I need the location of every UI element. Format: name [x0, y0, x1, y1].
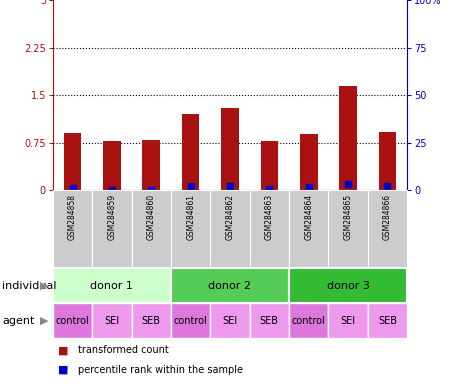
- Text: GSM284859: GSM284859: [107, 194, 116, 240]
- Bar: [131, 190, 171, 268]
- Text: GSM284861: GSM284861: [186, 194, 195, 240]
- Text: SEB: SEB: [141, 316, 161, 326]
- Text: GSM284863: GSM284863: [264, 194, 273, 240]
- Text: ▶: ▶: [40, 316, 48, 326]
- Bar: [288, 268, 406, 303]
- Point: [344, 181, 351, 187]
- Bar: [288, 303, 328, 338]
- Text: ■: ■: [57, 345, 68, 356]
- Bar: [378, 132, 395, 190]
- Text: ▶: ▶: [40, 281, 48, 291]
- Text: individual: individual: [2, 281, 56, 291]
- Point: [108, 187, 115, 193]
- Text: SEI: SEI: [340, 316, 355, 326]
- Text: GSM284858: GSM284858: [68, 194, 77, 240]
- Text: donor 1: donor 1: [90, 281, 133, 291]
- Text: GSM284865: GSM284865: [343, 194, 352, 240]
- Text: transformed count: transformed count: [78, 345, 168, 356]
- Bar: [92, 303, 131, 338]
- Text: control: control: [291, 316, 325, 326]
- Bar: [171, 268, 288, 303]
- Bar: [338, 86, 356, 190]
- Point: [265, 185, 273, 192]
- Point: [147, 187, 155, 193]
- Bar: [221, 108, 238, 190]
- Text: GSM284860: GSM284860: [146, 194, 156, 240]
- Bar: [142, 140, 160, 190]
- Bar: [367, 190, 406, 268]
- Bar: [53, 303, 92, 338]
- Point: [383, 183, 390, 189]
- Bar: [103, 141, 121, 190]
- Bar: [249, 303, 288, 338]
- Text: control: control: [56, 316, 89, 326]
- Text: SEI: SEI: [104, 316, 119, 326]
- Bar: [210, 303, 249, 338]
- Bar: [328, 303, 367, 338]
- Text: GSM284864: GSM284864: [303, 194, 313, 240]
- Bar: [92, 190, 131, 268]
- Bar: [181, 114, 199, 190]
- Bar: [171, 303, 210, 338]
- Text: donor 2: donor 2: [208, 281, 251, 291]
- Bar: [64, 133, 81, 190]
- Text: percentile rank within the sample: percentile rank within the sample: [78, 365, 243, 375]
- Bar: [260, 141, 278, 190]
- Bar: [367, 303, 406, 338]
- Text: GSM284866: GSM284866: [382, 194, 391, 240]
- Point: [304, 184, 312, 190]
- Bar: [249, 190, 288, 268]
- Bar: [328, 190, 367, 268]
- Point: [226, 182, 233, 189]
- Text: SEB: SEB: [259, 316, 278, 326]
- Text: GSM284862: GSM284862: [225, 194, 234, 240]
- Text: control: control: [174, 316, 207, 326]
- Bar: [53, 268, 171, 303]
- Bar: [53, 190, 92, 268]
- Text: agent: agent: [2, 316, 34, 326]
- Bar: [131, 303, 171, 338]
- Bar: [210, 190, 249, 268]
- Bar: [288, 190, 328, 268]
- Text: SEB: SEB: [377, 316, 396, 326]
- Bar: [299, 134, 317, 190]
- Text: ■: ■: [57, 365, 68, 375]
- Bar: [171, 190, 210, 268]
- Point: [186, 182, 194, 189]
- Point: [69, 185, 76, 192]
- Text: donor 3: donor 3: [326, 281, 369, 291]
- Text: SEI: SEI: [222, 316, 237, 326]
